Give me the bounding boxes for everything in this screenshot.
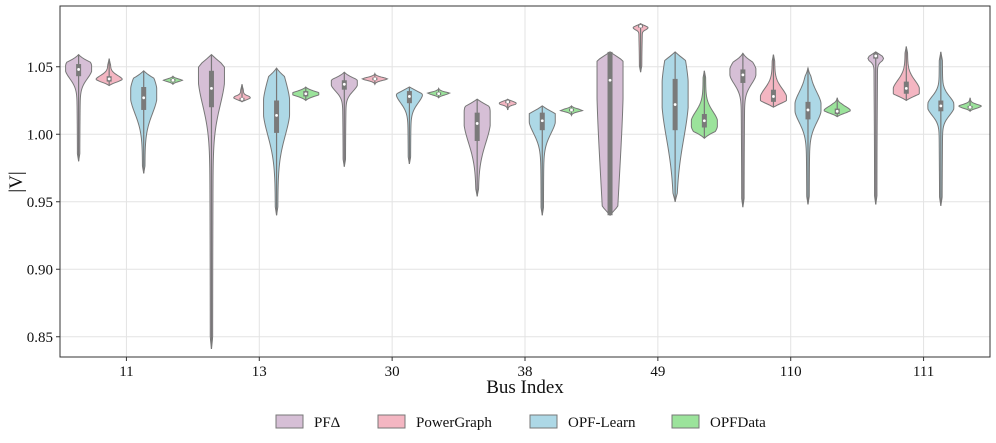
violin-median (806, 108, 810, 112)
y-axis-title: |V| (6, 171, 27, 192)
grid-lines (60, 6, 990, 357)
violin-median (639, 24, 642, 28)
violins (65, 22, 982, 349)
x-axis-title: Bus Index (486, 377, 564, 398)
violin-median (939, 104, 943, 108)
violin-median (968, 105, 972, 109)
y-ticks: 0.85 0.90 0.95 1.00 1.05 (27, 60, 60, 346)
x-tick-label: 110 (780, 364, 802, 380)
violin-median (570, 108, 573, 112)
violin-median (240, 97, 244, 101)
legend-label: PowerGraph (416, 415, 492, 431)
violin-median (904, 86, 908, 90)
legend-swatch (377, 414, 406, 429)
y-tick-label: 0.85 (27, 330, 53, 346)
legend-label: OPFData (710, 415, 766, 431)
violin-median (673, 103, 677, 106)
legend-label: OPF-Learn (568, 415, 636, 431)
x-tick-label: 38 (518, 364, 533, 380)
violin-median (304, 92, 308, 96)
x-tick-label: 13 (252, 364, 267, 380)
violin-median (874, 54, 878, 58)
x-tick-label: 49 (650, 364, 665, 380)
violin-median (702, 119, 706, 123)
violin-iqr-box (474, 112, 480, 141)
violin-median (210, 86, 213, 90)
violin-median (77, 68, 80, 71)
legend-swatch (275, 414, 304, 429)
violin-iqr-box (607, 51, 613, 216)
y-tick-label: 0.90 (27, 262, 53, 278)
violin-median (373, 77, 377, 81)
violin-median (408, 95, 411, 98)
legend: PFΔ PowerGraph OPF-Learn OPFData (275, 414, 766, 431)
violin-median (506, 100, 510, 104)
violin-median (741, 73, 745, 77)
violin-median (772, 95, 775, 98)
violin-median (437, 92, 441, 96)
x-tick-label: 11 (119, 364, 133, 380)
violin-median (540, 119, 544, 123)
legend-label: PFΔ (314, 415, 341, 431)
y-tick-label: 0.95 (27, 195, 53, 211)
x-ticks: 11 13 30 38 49 110 111 (119, 357, 934, 380)
violin-median (142, 96, 146, 100)
violin-median (342, 82, 346, 86)
x-tick-label: 111 (913, 364, 934, 380)
violin-median (275, 113, 278, 117)
x-tick-label: 30 (385, 364, 400, 380)
violin-median (608, 78, 612, 82)
y-tick-label: 1.00 (27, 127, 53, 143)
violin-median (475, 122, 479, 125)
legend-swatch (671, 414, 700, 429)
violin-median (835, 109, 839, 113)
legend-swatch (529, 414, 558, 429)
violin-median (171, 78, 175, 82)
y-tick-label: 1.05 (27, 60, 53, 76)
violin-median (107, 77, 111, 81)
